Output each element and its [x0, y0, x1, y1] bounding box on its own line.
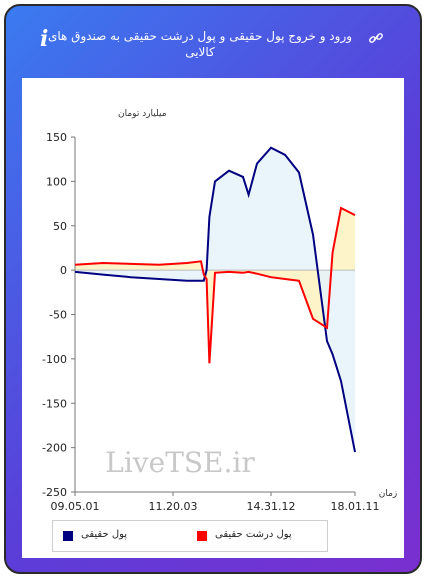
x-tick-label: 14.31.12 [247, 500, 296, 513]
x-tick-label: 18.01.11 [331, 500, 380, 513]
y-tick-label: 150 [46, 131, 67, 144]
legend-label-big-money[interactable]: پول درشت حقیقی [215, 529, 292, 540]
legend: پول حقیقی پول درشت حقیقی [52, 520, 328, 552]
y-tick-label: -150 [42, 397, 67, 410]
y-tick-label: 0 [60, 264, 67, 277]
y-tick-label: -50 [49, 309, 67, 322]
y-axis-label: میلیارد تومان [118, 109, 167, 119]
y-tick-label: -250 [42, 486, 67, 499]
legend-swatch-big-money[interactable] [197, 531, 207, 541]
x-axis-label: زمان [379, 489, 398, 499]
watermark: LiveTSE.ir [105, 446, 255, 479]
series-real-money-line[interactable] [74, 146, 356, 453]
x-tick-label: 11.20.03 [149, 500, 198, 513]
series-real-money-area [75, 147, 355, 453]
info-icon[interactable]: i [40, 26, 49, 52]
y-tick-label: -100 [42, 353, 67, 366]
y-tick-label: -200 [42, 442, 67, 455]
series-big-money-line[interactable] [74, 206, 356, 364]
x-tick-label: 09.05.01 [51, 500, 100, 513]
legend-label-real-money[interactable]: پول حقیقی [81, 529, 128, 540]
y-tick-label: 100 [46, 175, 67, 188]
legend-swatch-real-money[interactable] [63, 531, 73, 541]
chart-title: ورود و خروج پول حقیقی و پول درشت حقیقی ب… [47, 29, 353, 59]
link-icon[interactable] [368, 30, 384, 46]
y-tick-label: 50 [53, 220, 67, 233]
